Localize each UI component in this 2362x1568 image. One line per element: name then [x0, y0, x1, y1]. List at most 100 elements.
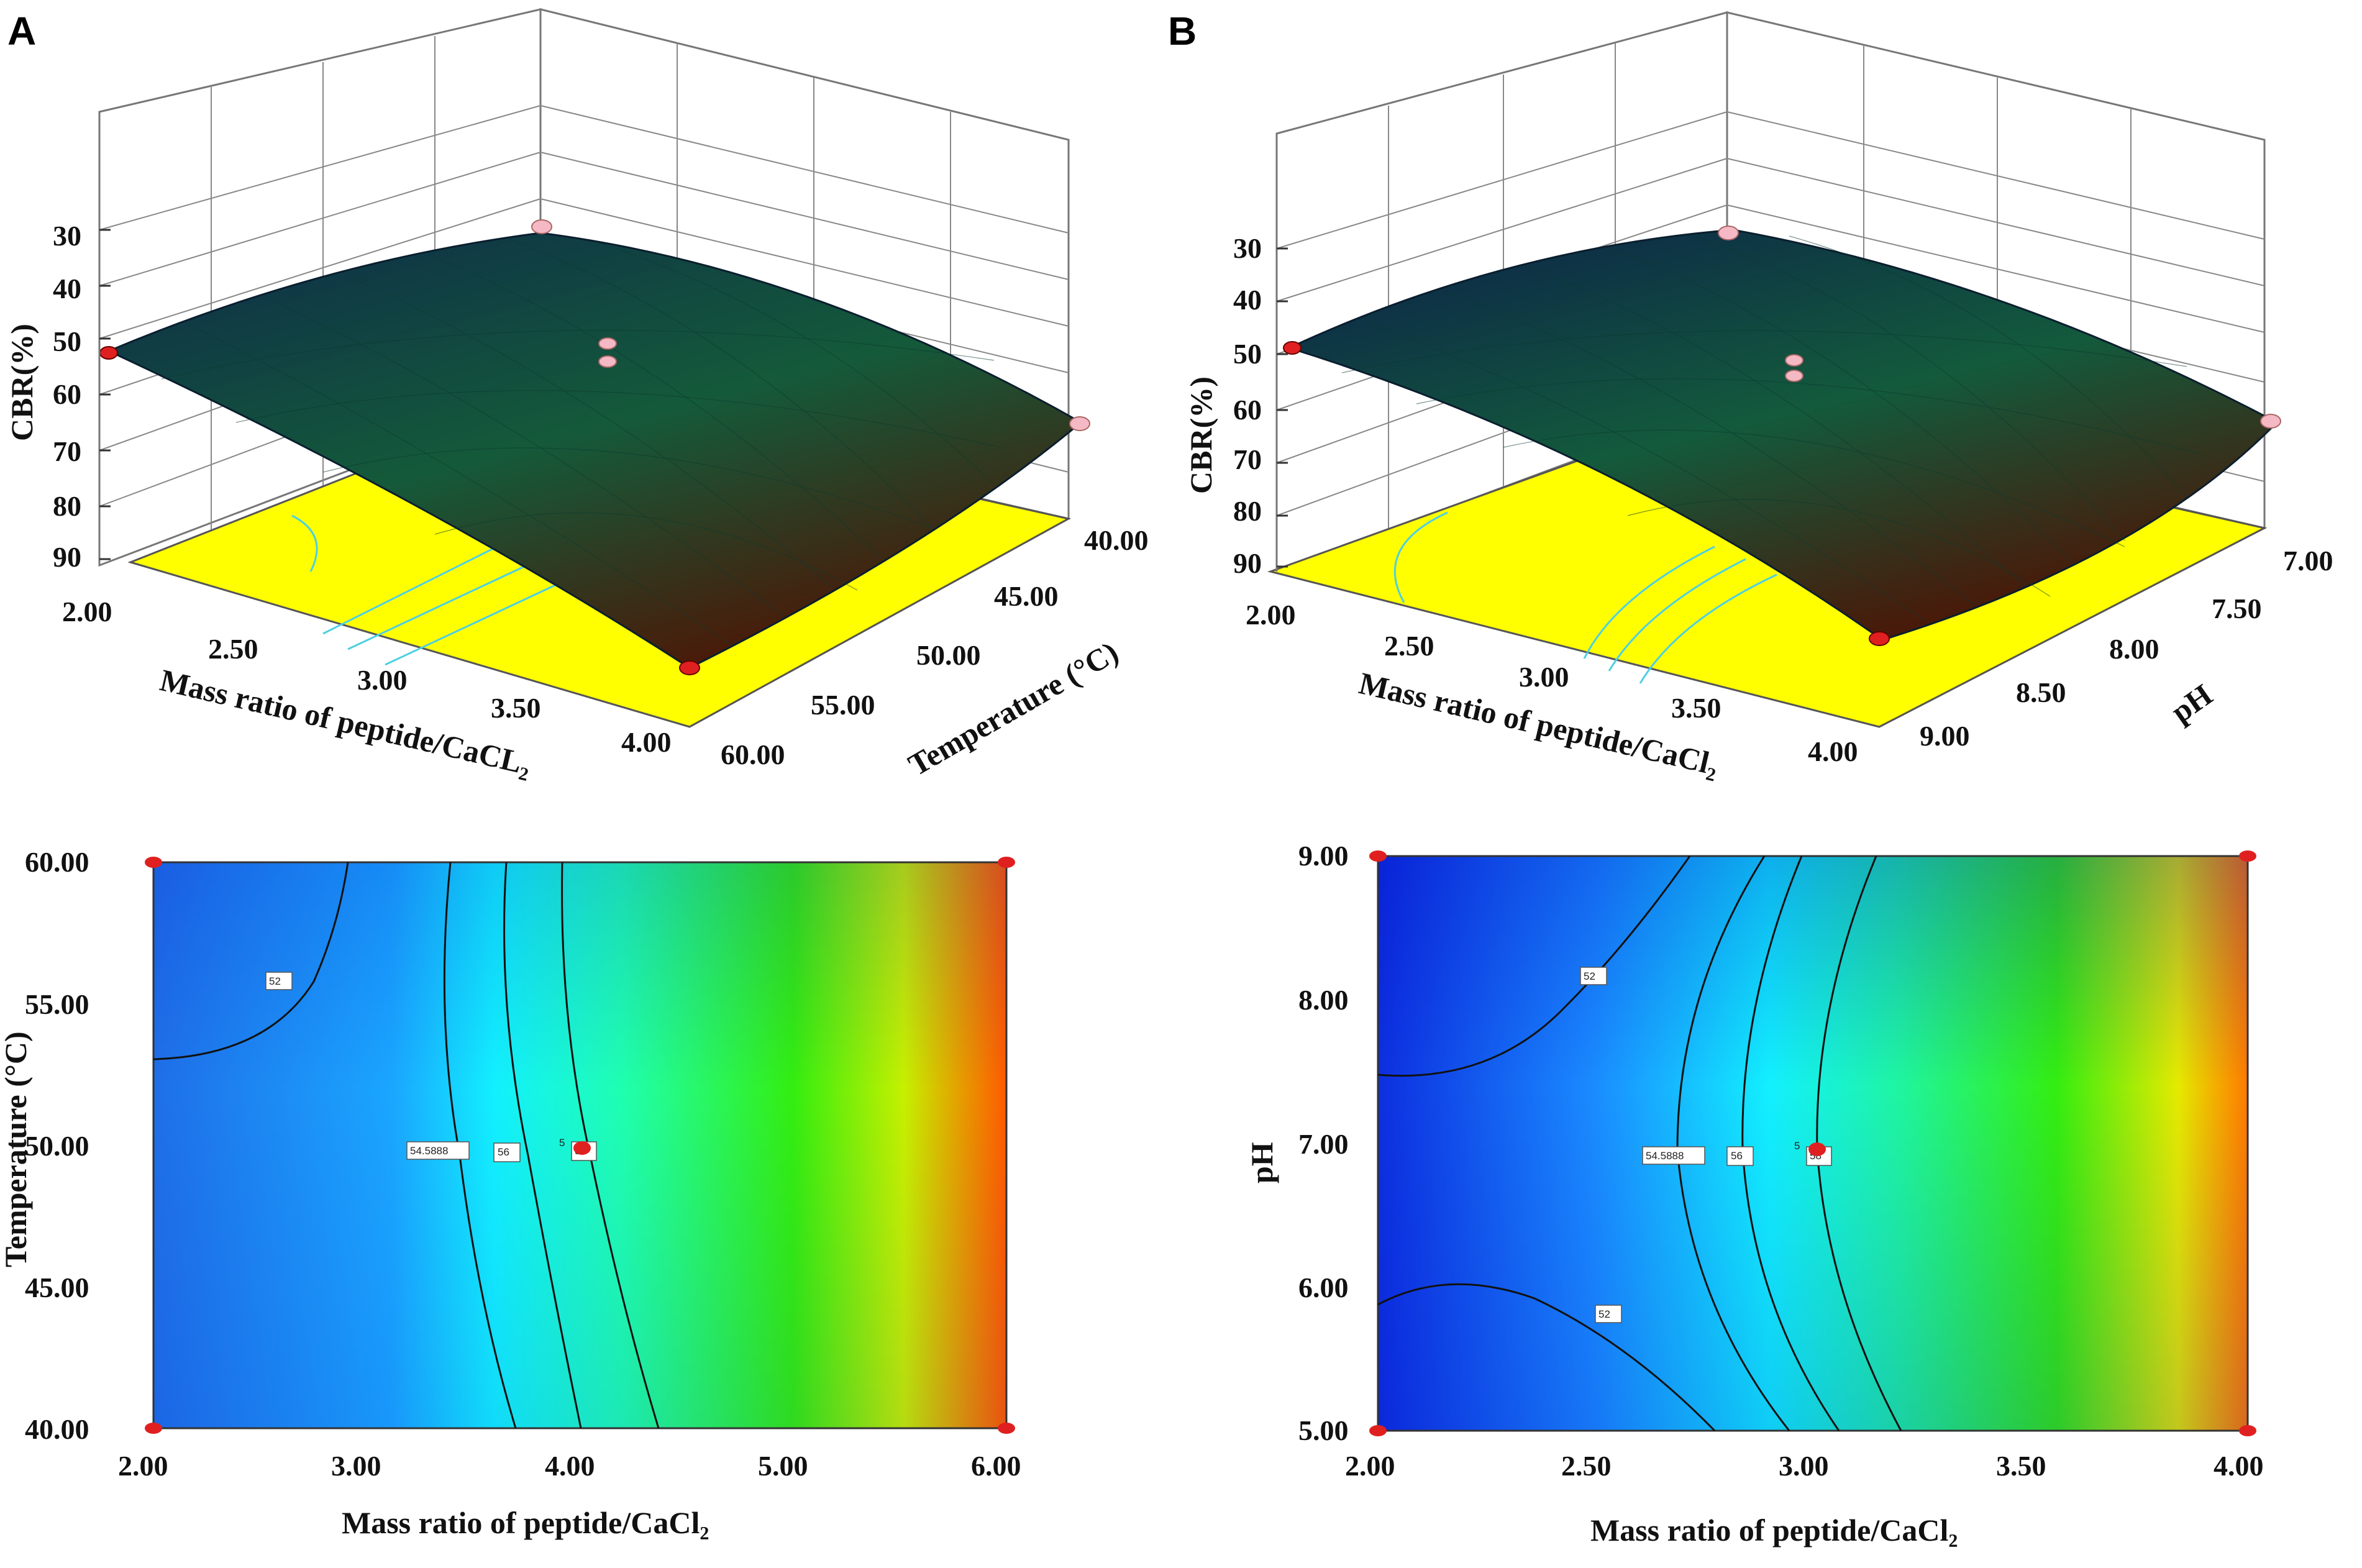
- contour-ytick-b-0: 5.00: [1298, 1415, 1349, 1446]
- contour-xtick-b-3: 3.50: [1996, 1450, 2046, 1482]
- design-point-a-1: [99, 346, 118, 360]
- x2-label-b: pH: [2164, 677, 2218, 729]
- x2-tick-a-3: 55.00: [811, 689, 875, 721]
- contour-ytick-b-4: 9.00: [1298, 840, 1349, 872]
- contour-line-a-52: [153, 862, 349, 1060]
- contour-label-b-2: 56: [1731, 1150, 1743, 1162]
- contour-xtick-a-0: 2.00: [118, 1450, 168, 1482]
- contour-center-point-b: [1808, 1142, 1826, 1156]
- contour-xtick-a-3: 5.00: [758, 1450, 808, 1482]
- contour-center-point-a: [573, 1141, 591, 1155]
- contour-label-a-1: 54.5888: [410, 1145, 448, 1157]
- x2-tick-a-1: 45.00: [994, 580, 1059, 612]
- contour-xtick-a-2: 4.00: [545, 1450, 595, 1482]
- x1-tick-b-2: 3.00: [1519, 661, 1569, 693]
- x2-tick-b-2: 8.00: [2109, 633, 2159, 665]
- design-point-a-4: [679, 660, 700, 675]
- contour-corner-a-1: [145, 857, 162, 868]
- z-tick-a-0: 30: [53, 220, 81, 252]
- contour-xtick-b-1: 2.50: [1561, 1450, 1612, 1482]
- contour-plot-b: 52 54.5888 56 58 52 5 9.00 8.00 7.00 6.0…: [1244, 840, 2264, 1547]
- center-point-a-1: [598, 337, 617, 350]
- contour-label-a-2: 56: [498, 1146, 509, 1158]
- contour-ytick-a-3: 55.00: [25, 988, 89, 1020]
- z-tick-b-4: 70: [1233, 444, 1262, 475]
- x1-tick-b-0: 2.00: [1246, 599, 1296, 631]
- x1-label-a: Mass ratio of peptide/CaCL₂: [157, 662, 535, 782]
- z-axis-b: 30 40 50 60 70 80 90 CBR(%): [1183, 232, 1288, 579]
- x2-tick-b-3: 8.50: [2016, 677, 2066, 708]
- contour-ytick-b-2: 7.00: [1298, 1128, 1349, 1160]
- panel-letter-b: B: [1168, 9, 1197, 53]
- contour-labels-a: 52 54.5888 56 58 5: [265, 972, 597, 1162]
- contour-xlabel-b: Mass ratio of peptide/CaCl₂: [1590, 1513, 1958, 1547]
- contour-corner-b-1: [1369, 850, 1387, 862]
- surface-mesh-a: [161, 239, 1001, 647]
- z-tick-b-1: 40: [1233, 284, 1262, 316]
- contour-corner-a-4: [998, 1423, 1015, 1434]
- x1-tick-b-4: 4.00: [1808, 736, 1858, 767]
- contour-label-b-1: 54.5888: [1646, 1150, 1684, 1162]
- floor-contours-b: [1393, 511, 1777, 684]
- z-tick-a-1: 40: [53, 273, 81, 304]
- design-point-a-3: [1069, 416, 1090, 431]
- contour-corner-a-3: [145, 1423, 162, 1434]
- center-point-b-1: [1785, 354, 1803, 367]
- x1-tick-a-3: 3.50: [491, 692, 541, 724]
- contour-ytick-a-4: 60.00: [25, 846, 89, 878]
- x2-tick-a-4: 60.00: [721, 739, 785, 770]
- x1-tick-a-4: 4.00: [621, 726, 672, 758]
- contour-labels-b: 52 54.5888 56 58 52 5: [1580, 967, 1832, 1323]
- surface-plot-a: 30 40 50 60 70 80 90 CBR(%) 2.00 2.50 3.…: [4, 8, 1149, 783]
- contour-xlabel-a: Mass ratio of peptide/CaCl₂: [342, 1505, 709, 1540]
- center-count-a: 5: [559, 1137, 565, 1149]
- contour-corner-a-2: [998, 857, 1015, 868]
- contour-corner-b-3: [1369, 1425, 1387, 1436]
- x2-tick-b-0: 7.00: [2283, 545, 2333, 577]
- contour-xtick-b-4: 4.00: [2214, 1450, 2264, 1482]
- z-tick-a-6: 90: [53, 541, 81, 573]
- design-point-b-3: [2260, 414, 2281, 429]
- x1-tick-b-3: 3.50: [1671, 692, 1721, 724]
- x1-tick-a-2: 3.00: [357, 664, 408, 696]
- contour-corner-b-4: [2239, 1425, 2256, 1436]
- z-tick-b-0: 30: [1233, 232, 1262, 264]
- x1-tick-a-1: 2.50: [208, 633, 258, 665]
- z-tick-b-3: 60: [1233, 394, 1262, 426]
- panel-letter-a: A: [7, 9, 36, 53]
- contour-ytick-a-0: 40.00: [25, 1413, 89, 1445]
- contour-line-b-52-top: [1377, 855, 1691, 1077]
- z-tick-b-6: 90: [1233, 547, 1262, 579]
- z-tick-a-3: 60: [53, 378, 81, 410]
- x1-tick-b-1: 2.50: [1384, 630, 1434, 662]
- x2-tick-a-0: 40.00: [1084, 524, 1149, 556]
- z-axis-a: 30 40 50 60 70 80 90 CBR(%): [4, 220, 111, 573]
- contour-xtick-a-1: 3.00: [331, 1450, 381, 1482]
- z-tick-a-4: 70: [53, 435, 81, 467]
- contour-xtick-a-4: 6.00: [971, 1450, 1021, 1482]
- contour-ylabel-b: pH: [1244, 1142, 1279, 1183]
- z-tick-b-2: 50: [1233, 338, 1262, 370]
- x1-tick-a-0: 2.00: [62, 596, 112, 627]
- z-tick-a-5: 80: [53, 490, 81, 522]
- x2-tick-b-1: 7.50: [2212, 593, 2262, 624]
- contour-label-b-0: 52: [1584, 970, 1595, 982]
- design-point-a-2: [531, 219, 552, 234]
- contour-ylabel-a: Temperature (°C): [0, 1031, 33, 1267]
- contour-line-a-56: [503, 862, 582, 1429]
- contour-axes-b: 9.00 8.00 7.00 6.00 5.00 2.00 2.50 3.00 …: [1244, 840, 2264, 1547]
- design-point-b-4: [1869, 631, 1890, 646]
- z-tick-b-5: 80: [1233, 495, 1262, 527]
- contour-ytick-a-1: 45.00: [25, 1272, 89, 1303]
- surface-plot-b: 30 40 50 60 70 80 90 CBR(%) 2.00 2.50 3.…: [1183, 11, 2333, 782]
- x2-tick-b-4: 9.00: [1920, 720, 1970, 752]
- contour-ytick-a-2: 50.00: [25, 1130, 89, 1162]
- center-point-a-2: [598, 355, 617, 368]
- design-point-b-1: [1283, 341, 1302, 355]
- center-point-b-2: [1785, 370, 1803, 382]
- contour-line-b-52-bottom: [1377, 1283, 1716, 1432]
- contour-plot-a: 52 54.5888 56 58 5 60.00 55.00 50.00 45.…: [0, 846, 1021, 1540]
- contour-label-b-4: 52: [1598, 1308, 1610, 1320]
- contour-label-a-0: 52: [269, 975, 281, 987]
- contour-xtick-b-2: 3.00: [1779, 1450, 1829, 1482]
